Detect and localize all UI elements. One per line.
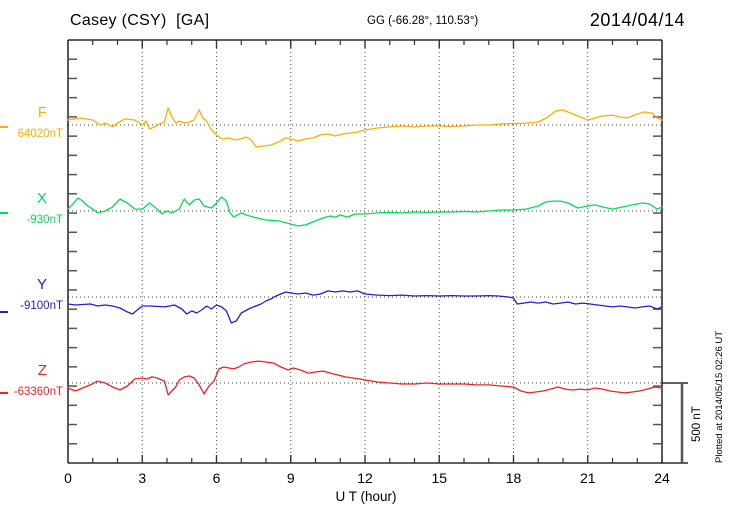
x-tick-15: 15 — [431, 470, 448, 486]
geographic-coordinates: GG (-66.28°, 110.53°) — [367, 15, 479, 27]
x-tick-21: 21 — [580, 470, 596, 486]
channel-baseline-Z: -63360nT — [13, 386, 63, 398]
channel-baseline-Y: -9100nT — [20, 300, 63, 312]
x-axis-label: U T (hour) — [335, 489, 397, 504]
plot-frame — [67, 39, 688, 464]
x-tick-12: 12 — [357, 470, 373, 486]
channel-label-X: X — [36, 190, 47, 207]
scale-bar — [662, 382, 688, 463]
channel-label-Z: Z — [37, 362, 47, 379]
data-traces — [0, 107, 663, 396]
trace-Z — [67, 360, 663, 396]
axis-ticks — [68, 40, 662, 463]
channel-label-Y: Y — [36, 276, 47, 293]
plotted-at-note: Plotted at 2014/05/15 02:26 UT — [714, 331, 725, 463]
plot-date: 2014/04/14 — [589, 10, 685, 30]
trace-F — [67, 107, 663, 148]
x-tick-6: 6 — [212, 470, 221, 486]
x-tick-3: 3 — [138, 470, 147, 486]
channel-baseline-X: -930nT — [26, 214, 63, 226]
gridlines — [141, 40, 589, 463]
channel-baseline-F: 64020nT — [17, 128, 63, 140]
trace-Y — [67, 290, 663, 324]
x-tick-9: 9 — [286, 470, 295, 486]
trace-baselines — [68, 124, 662, 384]
x-tick-0: 0 — [64, 470, 72, 486]
station-title: Casey (CSY) [GA] — [70, 12, 210, 29]
channel-label-F: F — [37, 104, 47, 121]
trace-X — [67, 196, 663, 227]
scale-bar-label: 500 nT — [691, 406, 703, 442]
x-tick-24: 24 — [654, 470, 670, 486]
x-tick-18: 18 — [505, 470, 522, 486]
